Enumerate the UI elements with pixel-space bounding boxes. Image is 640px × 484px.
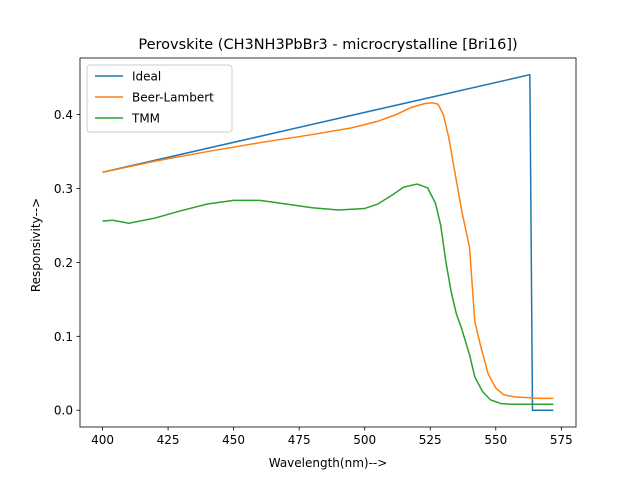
series-line-ideal	[102, 73, 554, 411]
legend-label: Ideal	[132, 70, 161, 84]
x-tick-label: 450	[222, 433, 245, 447]
x-tick-label: 400	[91, 433, 114, 447]
chart-title: Perovskite (CH3NH3PbBr3 - microcrystalli…	[138, 37, 517, 53]
plot-area	[102, 73, 554, 411]
legend-box	[86, 64, 233, 133]
y-tick-label: 0.2	[54, 256, 73, 270]
x-axis-label: Wavelength(nm)-->	[269, 456, 388, 470]
x-tick-label: 475	[288, 433, 311, 447]
series-line-beer-lambert	[102, 102, 554, 400]
series-line-tmm	[102, 183, 554, 406]
x-tick-label: 425	[157, 433, 180, 447]
x-tick-label: 575	[550, 433, 573, 447]
y-tick-label: 0.4	[54, 108, 73, 122]
axes-frame	[79, 57, 577, 428]
x-axis: 400 425 450 475 500 525 550 575	[91, 427, 573, 447]
legend-label: TMM	[131, 112, 160, 126]
x-tick-label: 500	[353, 433, 376, 447]
legend-label: Beer-Lambert	[132, 91, 214, 105]
legend: Ideal Beer-Lambert TMM	[86, 64, 233, 133]
x-tick-label: 550	[484, 433, 507, 447]
y-axis-label: Responsivity-->	[29, 198, 43, 292]
x-tick-label: 525	[419, 433, 442, 447]
y-tick-label: 0.1	[54, 330, 73, 344]
y-tick-label: 0.3	[54, 182, 73, 196]
y-tick-label: 0.0	[54, 404, 73, 418]
y-axis: 0.0 0.1 0.2 0.3 0.4	[54, 108, 80, 418]
